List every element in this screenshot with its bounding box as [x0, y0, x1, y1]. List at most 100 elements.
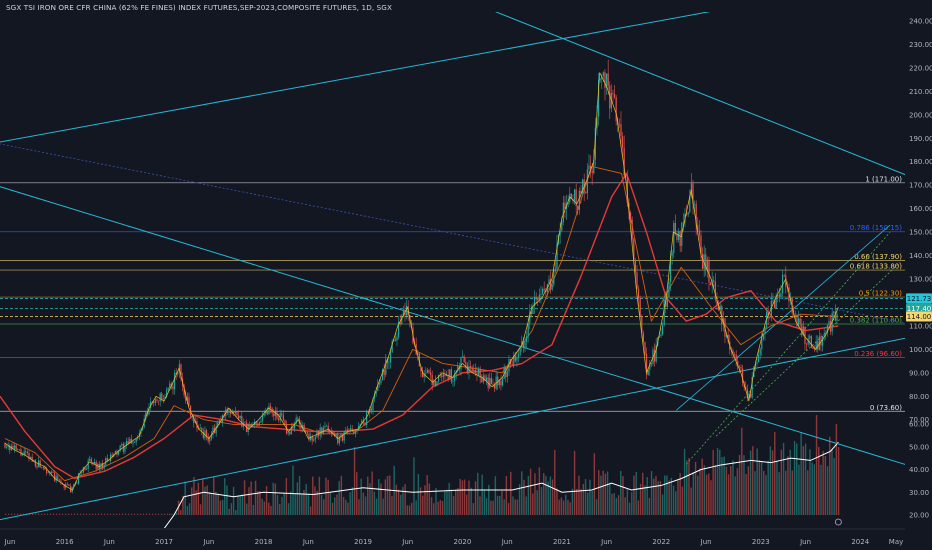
y-axis-tick: 210.00	[909, 88, 932, 96]
candle-body	[802, 326, 804, 336]
volume-bar	[598, 470, 600, 515]
volume-bar	[591, 491, 593, 515]
candle-body	[348, 429, 350, 431]
candle-body	[325, 425, 328, 427]
volume-bar	[43, 513, 46, 515]
x-axis-tick: 2017	[155, 538, 173, 546]
volume-bar	[230, 503, 233, 515]
volume-bar	[323, 499, 325, 515]
candle-body	[89, 458, 91, 461]
candle-body	[20, 449, 22, 456]
volume-bar	[567, 499, 569, 515]
candle-body	[287, 432, 289, 434]
volume-bar	[648, 497, 651, 515]
volume-bar	[670, 477, 673, 515]
candle-body	[593, 159, 595, 174]
candle-body	[231, 412, 233, 414]
volume-bar	[620, 470, 622, 515]
volume-bar	[221, 500, 224, 515]
candle-body	[402, 309, 404, 317]
volume-bar	[259, 490, 261, 515]
volume-bar	[589, 479, 591, 515]
candle-body	[188, 397, 190, 406]
volume-bar	[499, 495, 501, 515]
candle-body	[521, 341, 523, 347]
volume-bar	[184, 481, 186, 515]
candle-body	[420, 366, 422, 372]
volume-bar	[661, 494, 664, 515]
candle-body	[829, 321, 832, 332]
volume-bar	[320, 494, 323, 515]
candle-body	[154, 399, 156, 404]
volume-bar	[516, 499, 519, 515]
price-tag	[906, 293, 932, 304]
x-axis-tick: Jun	[401, 538, 413, 546]
volume-bar	[327, 479, 329, 515]
candle-body	[703, 254, 705, 269]
candle-body	[370, 408, 372, 411]
volume-bar	[106, 513, 109, 515]
candle-body	[437, 374, 440, 382]
volume-bar	[58, 513, 61, 515]
channel-upper-cyan	[676, 224, 891, 411]
volume-bar	[406, 505, 409, 515]
volume-bar	[681, 486, 684, 515]
volume-bar	[455, 489, 457, 515]
candle-body	[751, 376, 753, 398]
candle-body	[597, 79, 600, 117]
volume-bar	[518, 484, 521, 515]
volume-bar	[303, 490, 305, 515]
candle-body	[506, 371, 508, 378]
y-axis-tick: 240.00	[909, 18, 932, 26]
candle-body	[383, 369, 385, 375]
x-axis-tick: 2016	[56, 538, 74, 546]
volume-bar	[309, 506, 312, 515]
candle-body	[85, 468, 88, 470]
candle-body	[431, 374, 433, 385]
candle-body	[757, 354, 760, 363]
candle-body	[183, 385, 185, 396]
volume-bar	[543, 473, 545, 515]
candle-body	[68, 484, 70, 486]
candle-body	[733, 353, 736, 355]
candle-body	[44, 467, 46, 470]
candle-body	[551, 284, 553, 290]
candle-body	[364, 422, 366, 426]
candle-body	[76, 483, 78, 484]
volume-bar	[121, 513, 124, 515]
candle-body	[530, 311, 532, 315]
volume-bar	[61, 513, 64, 515]
volume-bar	[483, 490, 486, 515]
price-tag	[906, 303, 932, 314]
volume-bar	[778, 472, 780, 515]
candle-body	[389, 352, 392, 363]
candle-body	[740, 366, 742, 369]
candle-body	[761, 338, 763, 350]
volume-bar	[226, 485, 228, 515]
candle-body	[647, 369, 649, 375]
volume-bar	[285, 478, 288, 515]
candle-body	[290, 426, 292, 434]
volume-bar	[312, 476, 314, 515]
candle-body	[217, 423, 219, 427]
candle-body	[58, 479, 60, 481]
candle-body	[676, 233, 678, 240]
candle-body	[354, 431, 356, 434]
candle-body	[764, 327, 766, 335]
volume-bar	[551, 479, 554, 515]
candle-body	[311, 436, 313, 441]
candle-body	[249, 424, 251, 427]
candle-body	[265, 411, 267, 414]
volume-bar	[569, 502, 571, 515]
candle-body	[36, 465, 38, 468]
volume-bar	[571, 488, 574, 515]
y-axis-tick: 170.00	[909, 182, 932, 190]
candle-body	[205, 430, 208, 437]
candle-body	[132, 442, 134, 444]
y-axis-tick: 40.00	[909, 466, 929, 474]
volume-bar	[767, 460, 769, 515]
candle-body	[359, 424, 361, 427]
volume-bar	[79, 513, 82, 515]
volume-bar	[70, 513, 73, 515]
